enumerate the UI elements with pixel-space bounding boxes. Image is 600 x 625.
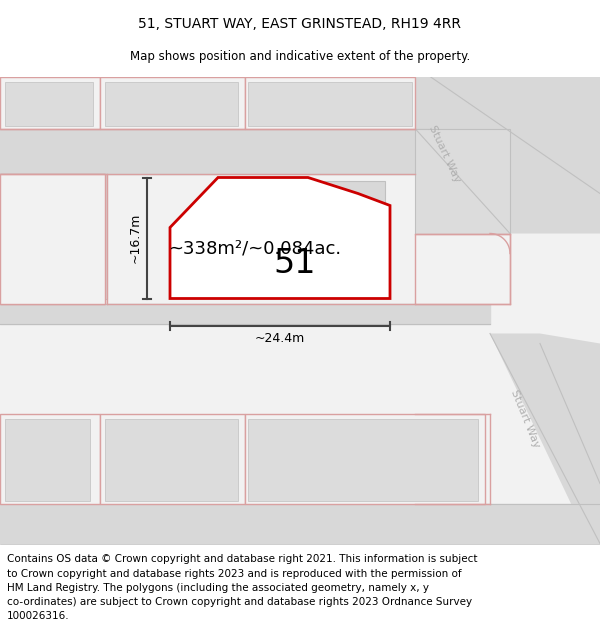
Bar bbox=[245, 76, 415, 129]
Bar bbox=[0, 179, 60, 299]
Text: co-ordinates) are subject to Crown copyright and database rights 2023 Ordnance S: co-ordinates) are subject to Crown copyr… bbox=[7, 597, 472, 607]
Text: Map shows position and indicative extent of the property.: Map shows position and indicative extent… bbox=[130, 50, 470, 63]
Polygon shape bbox=[415, 76, 600, 234]
Bar bbox=[0, 174, 105, 304]
Text: ~16.7m: ~16.7m bbox=[128, 213, 142, 263]
Bar bbox=[248, 419, 478, 501]
Polygon shape bbox=[490, 334, 600, 544]
Text: 100026316.: 100026316. bbox=[7, 611, 70, 621]
Bar bbox=[5, 419, 90, 501]
Text: HM Land Registry. The polygons (including the associated geometry, namely x, y: HM Land Registry. The polygons (includin… bbox=[7, 582, 429, 592]
Text: to Crown copyright and database rights 2023 and is reproduced with the permissio: to Crown copyright and database rights 2… bbox=[7, 569, 462, 579]
Bar bbox=[0, 414, 100, 504]
Bar bbox=[245, 414, 485, 504]
Bar bbox=[0, 129, 430, 174]
Bar bbox=[100, 76, 245, 129]
Bar bbox=[105, 81, 238, 126]
Text: Stuart Way: Stuart Way bbox=[427, 123, 463, 184]
Bar bbox=[415, 234, 510, 304]
Text: Stuart Way: Stuart Way bbox=[509, 388, 541, 449]
Polygon shape bbox=[170, 177, 390, 299]
Bar bbox=[0, 174, 105, 304]
Text: ~338m²/~0.084ac.: ~338m²/~0.084ac. bbox=[169, 239, 341, 258]
Text: Contains OS data © Crown copyright and database right 2021. This information is : Contains OS data © Crown copyright and d… bbox=[7, 554, 478, 564]
Bar bbox=[230, 181, 385, 286]
Text: ~24.4m: ~24.4m bbox=[255, 332, 305, 345]
Bar bbox=[100, 414, 245, 504]
Bar bbox=[5, 81, 93, 126]
Bar bbox=[105, 419, 238, 501]
Bar bbox=[0, 174, 107, 299]
Bar bbox=[0, 76, 100, 129]
Bar bbox=[0, 304, 490, 324]
Text: 51, STUART WAY, EAST GRINSTEAD, RH19 4RR: 51, STUART WAY, EAST GRINSTEAD, RH19 4RR bbox=[139, 18, 461, 31]
Text: 51: 51 bbox=[274, 247, 316, 280]
Bar bbox=[415, 129, 510, 234]
Bar bbox=[248, 81, 412, 126]
Bar bbox=[0, 504, 600, 544]
